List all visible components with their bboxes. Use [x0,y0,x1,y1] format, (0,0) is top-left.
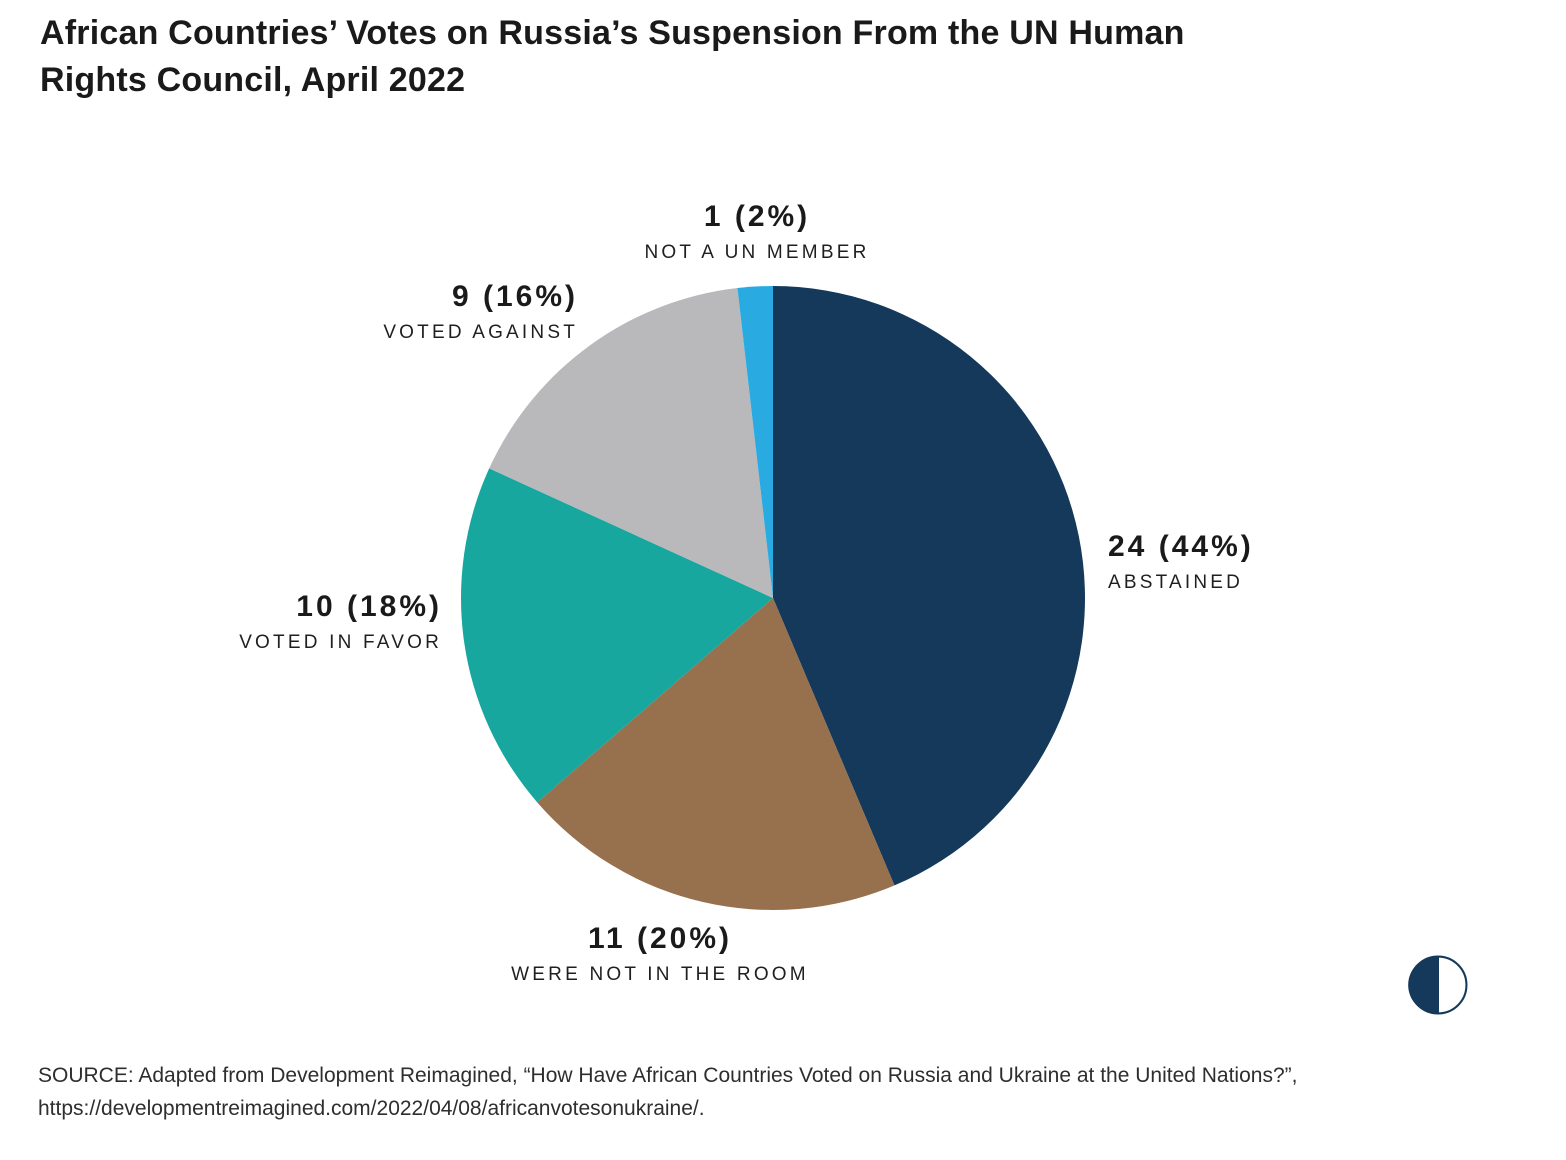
label-abstained-category: ABSTAINED [1108,572,1244,593]
source-note: SOURCE: Adapted from Development Reimagi… [38,1064,1298,1120]
pie-slice-voted-in-favor [460,468,773,803]
carnegie-logo [1408,955,1468,1015]
label-abstained-value: 24 (44%) [1108,530,1254,563]
label-voted-in-favor-category: VOTED IN FAVOR [239,632,442,653]
pie-slice-abstained [773,286,1085,886]
pie-slice-voted-against [489,288,773,598]
label-voted-against-category: VOTED AGAINST [383,322,578,343]
label-voted-in-favor: 10 (18%) VOTED IN FAVOR [142,590,442,654]
label-voted-against: 9 (16%) VOTED AGAINST [278,280,578,344]
pie-slice-not-a-un-member [737,286,773,598]
label-abstained: 24 (44%) ABSTAINED [1108,530,1468,594]
chart-title: African Countries’ Votes on Russia’s Sus… [40,14,1185,99]
label-were-not-in-the-room-value: 11 (20%) [587,922,733,955]
label-voted-against-value: 9 (16%) [451,280,578,313]
label-were-not-in-the-room-category: WERE NOT IN THE ROOM [511,964,809,985]
pie-chart [458,283,1088,913]
label-voted-in-favor-value: 10 (18%) [296,590,442,623]
pie-slice-were-not-in-the-room [537,598,895,910]
label-were-not-in-the-room: 11 (20%) WERE NOT IN THE ROOM [460,922,860,986]
label-not-a-un-member: 1 (2%) NOT A UN MEMBER [557,200,957,264]
pie-svg [460,286,1085,910]
label-not-a-un-member-category: NOT A UN MEMBER [644,242,870,263]
label-not-a-un-member-value: 1 (2%) [703,200,811,233]
carnegie-logo-icon [1408,955,1468,1015]
